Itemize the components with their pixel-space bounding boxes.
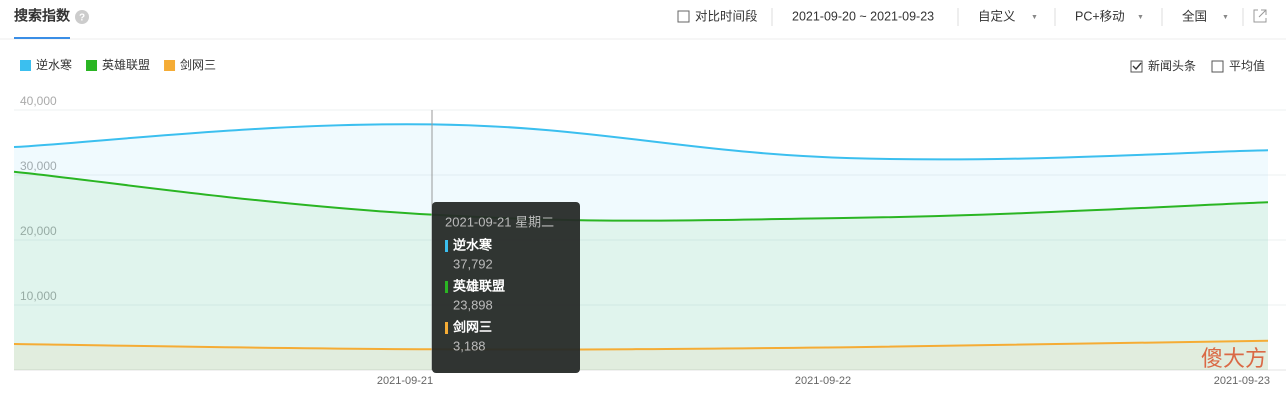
tooltip-name: 逆水寒 xyxy=(453,237,493,252)
plot: 10,000 20,000 30,000 40,000 2021-09-21 2021-0… xyxy=(13,57,1286,387)
x-tick-label: 2021-09-21 xyxy=(377,375,433,387)
dropdown-caret: ▼ xyxy=(1222,14,1229,21)
tooltip-swatch xyxy=(445,281,448,293)
legend-label[interactable]: 剑网三 xyxy=(180,57,216,72)
series-area xyxy=(14,124,1268,371)
legend-swatch xyxy=(164,60,176,71)
help-mark: ? xyxy=(79,13,85,24)
tooltip-box xyxy=(432,202,580,373)
tooltip-value: 3,188 xyxy=(453,338,486,353)
export-icon[interactable] xyxy=(1253,9,1267,23)
legend-label[interactable]: 英雄联盟 xyxy=(102,57,150,72)
legend-label[interactable]: 逆水寒 xyxy=(36,57,72,72)
x-tick-label: 2021-09-23 xyxy=(1214,375,1270,387)
watermark: 傻大方 xyxy=(1201,346,1267,371)
tooltip-name: 英雄联盟 xyxy=(452,278,505,293)
legend-swatch xyxy=(86,60,98,71)
x-tick-label: 2021-09-22 xyxy=(795,375,851,387)
legend-swatch xyxy=(20,60,31,71)
series-area xyxy=(14,171,1268,370)
tooltip-name: 剑网三 xyxy=(452,319,492,334)
y-tick-label: 40,000 xyxy=(20,94,57,108)
date-range[interactable]: 2021-09-20 ~ 2021-09-23 xyxy=(792,9,934,23)
y-tick-label: 30,000 xyxy=(20,159,57,173)
dropdown-caret: ▼ xyxy=(1031,14,1038,21)
tooltip-value: 37,792 xyxy=(453,256,493,271)
region-select[interactable]: 全国 xyxy=(1182,8,1207,23)
series-area xyxy=(14,340,1268,370)
compare-checkbox[interactable] xyxy=(677,10,690,23)
news-label[interactable]: 新闻头条 xyxy=(1148,58,1196,73)
y-tick-label: 20,000 xyxy=(20,224,57,238)
check-mark xyxy=(1132,62,1142,71)
tooltip-swatch xyxy=(445,322,448,334)
y-tick-label: 10,000 xyxy=(20,289,57,303)
series-line xyxy=(13,123,1269,161)
news-checkbox[interactable] xyxy=(1130,60,1143,73)
average-label[interactable]: 平均值 xyxy=(1229,58,1265,73)
panel-title: 搜索指数 xyxy=(14,8,71,24)
tooltip-title: 2021-09-21 星期二 xyxy=(445,214,554,229)
help-icon[interactable] xyxy=(75,10,89,24)
average-checkbox[interactable] xyxy=(1211,60,1224,73)
tooltip-value: 23,898 xyxy=(453,297,493,312)
compare-label[interactable]: 对比时间段 xyxy=(695,8,758,23)
custom-select[interactable]: 自定义 xyxy=(978,8,1016,23)
tooltip-swatch xyxy=(445,240,448,252)
series-line xyxy=(13,170,1269,222)
series-line xyxy=(13,339,1269,351)
dropdown-caret: ▼ xyxy=(1137,14,1144,21)
device-select[interactable]: PC+移动 xyxy=(1075,9,1125,23)
